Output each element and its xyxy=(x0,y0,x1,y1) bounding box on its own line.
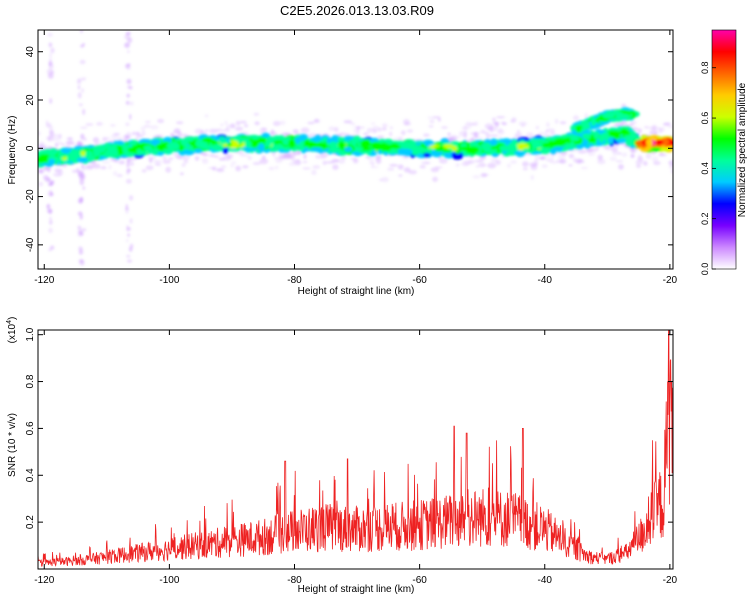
spectrogram-x-ticks: -120 -100 -80 -60 -40 -20 xyxy=(34,30,678,286)
snr-series-line xyxy=(38,330,673,567)
spectrogram-y-tick-label: 0 xyxy=(25,145,36,151)
spectrogram-y-tick-label: 20 xyxy=(25,94,36,106)
colorbar-tick-label: 0.2 xyxy=(700,212,710,225)
snr-y-multiplier-exponent: 4 xyxy=(6,320,13,324)
colorbar-tick-label: 0.6 xyxy=(700,112,710,125)
spectrogram-x-tick-label: -40 xyxy=(538,275,553,286)
snr-x-tick-label: -120 xyxy=(34,575,54,586)
snr-x-axis-label: Height of straight line (km) xyxy=(298,584,415,595)
snr-y-tick-label: 0.6 xyxy=(25,421,36,435)
spectrogram-panel: -120 -100 -80 -60 -40 -20 -40 -20 0 20 40 Height … xyxy=(7,29,678,297)
snr-y-tick-label: 0.2 xyxy=(25,515,36,529)
colorbar-ticks: 0.0 0.2 0.4 0.6 0.8 xyxy=(700,61,716,275)
colorbar: 0.0 0.2 0.4 0.6 0.8 Normalized spectral ampl… xyxy=(700,29,748,275)
snr-y-ticks: 0.2 0.4 0.6 0.8 1.0 xyxy=(25,327,673,529)
snr-x-tick-label: -40 xyxy=(538,575,553,586)
spectrogram-y-ticks: -40 -20 0 20 40 xyxy=(25,46,673,252)
snr-x-tick-label: -100 xyxy=(159,575,179,586)
spectrogram-frame xyxy=(37,29,674,270)
svg-text:(x104): (x104) xyxy=(6,317,18,344)
spectrogram-y-tick-label: -20 xyxy=(25,189,36,204)
snr-x-tick-label: -60 xyxy=(412,575,427,586)
colorbar-frame xyxy=(711,29,737,270)
snr-y-axis-label: SNR (10 * v/v) xyxy=(7,413,18,477)
spectrogram-heatmap xyxy=(38,30,673,266)
colorbar-tick-label: 0.0 xyxy=(700,263,710,276)
spectrogram-x-tick-label: -60 xyxy=(412,275,427,286)
snr-frame xyxy=(37,329,674,570)
snr-x-tick-label: -20 xyxy=(663,575,678,586)
snr-y-multiplier-base: (x10 xyxy=(7,323,18,343)
colorbar-label: Normalized spectral amplitude xyxy=(737,82,748,217)
snr-y-tick-label: 1.0 xyxy=(25,327,36,341)
snr-x-ticks: -120 -100 -80 -60 -40 -20 xyxy=(34,330,678,586)
figure-title: C2E5.2026.013.13.03.R09 xyxy=(280,3,434,18)
spectrogram-x-tick-label: -20 xyxy=(663,275,678,286)
snr-y-multiplier: (x104) xyxy=(6,317,18,344)
spectrogram-x-tick-label: -80 xyxy=(287,275,302,286)
colorbar-tick-label: 0.8 xyxy=(700,61,710,74)
spectrogram-x-tick-label: -120 xyxy=(34,275,54,286)
snr-y-tick-label: 0.8 xyxy=(25,374,36,388)
spectrogram-x-axis-label: Height of straight line (km) xyxy=(298,286,415,297)
colorbar-gradient xyxy=(712,30,736,269)
spectrogram-y-axis-label: Frequency (Hz) xyxy=(7,116,18,185)
snr-panel: -120 -100 -80 -60 -40 -20 0.2 0.4 0.6 0.8 1.0 Hei… xyxy=(6,317,678,595)
spectrogram-x-tick-label: -100 xyxy=(159,275,179,286)
snr-x-tick-label: -80 xyxy=(287,575,302,586)
snr-y-tick-label: 0.4 xyxy=(25,468,36,482)
spectrogram-y-tick-label: 40 xyxy=(25,46,36,58)
spectrogram-y-tick-label: -40 xyxy=(25,237,36,252)
colorbar-tick-label: 0.4 xyxy=(700,162,710,175)
